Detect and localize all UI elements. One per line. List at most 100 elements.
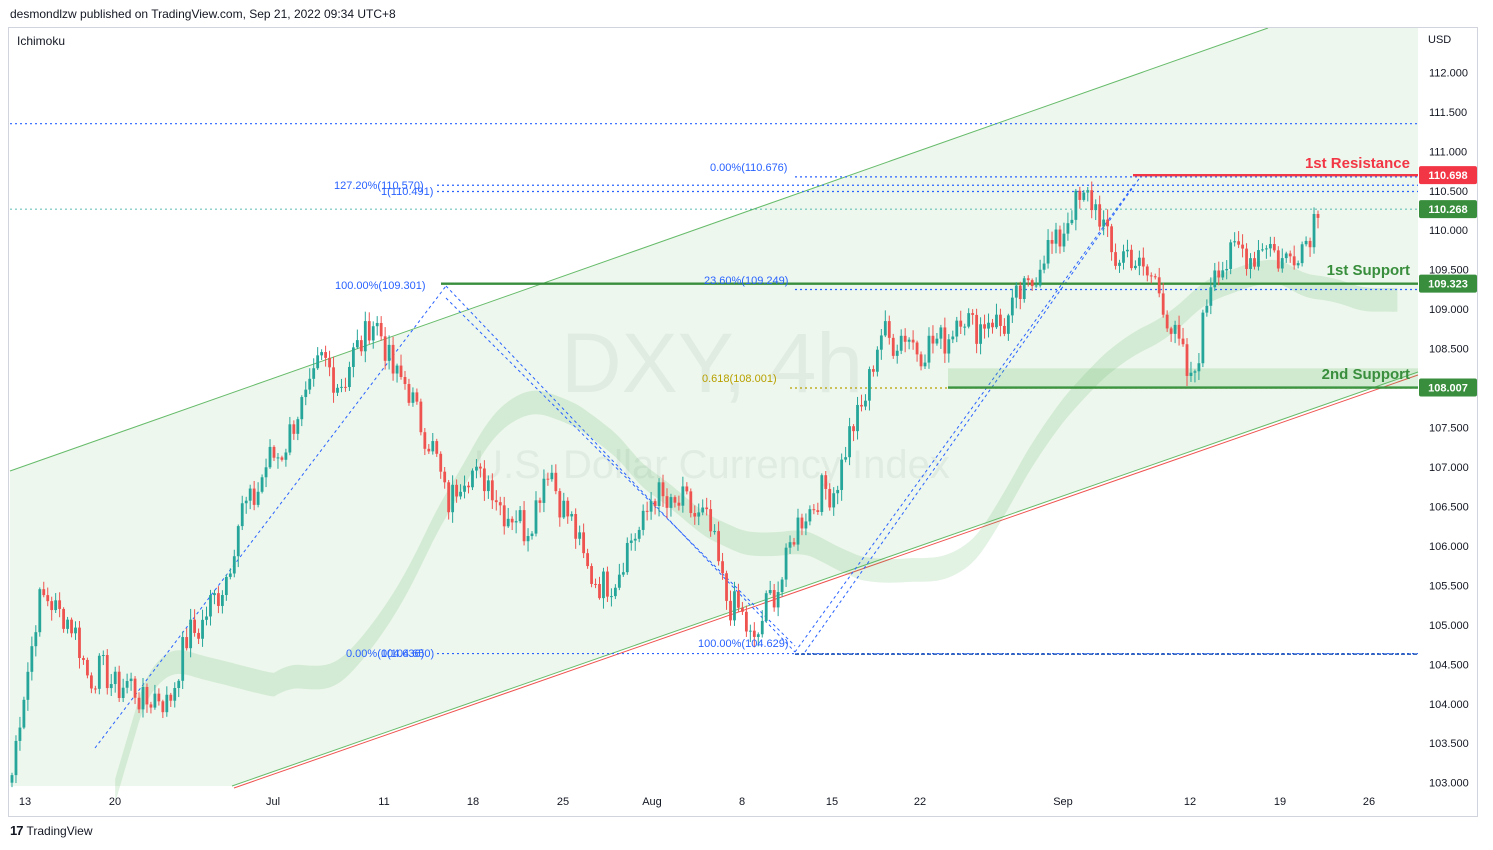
price-badge-label: 108.007 <box>1428 383 1468 395</box>
candle-body <box>633 538 637 541</box>
time-axis[interactable]: 13 20 Jul 11 18 25 Aug 8 15 22 Sep 12 19 26 <box>19 796 1375 808</box>
candle-body <box>82 658 85 660</box>
candle-body <box>979 324 982 344</box>
candle-body <box>97 655 101 689</box>
fib-retrace-leg-2b <box>445 297 796 647</box>
candle-body <box>729 600 732 621</box>
candle-body <box>653 501 657 506</box>
candle-body <box>558 491 562 518</box>
candle-body <box>919 354 923 367</box>
candle-body <box>796 517 800 545</box>
candle-body <box>661 482 665 497</box>
level-name: 1st Resistance <box>1305 155 1410 172</box>
candle-body <box>939 327 943 339</box>
fib-label: 100.00%(109.301) <box>335 280 426 292</box>
candle-body <box>709 509 713 532</box>
candle-body <box>348 366 351 388</box>
level-name: 1st Support <box>1327 262 1410 279</box>
candle-body <box>955 320 959 337</box>
candle-body <box>1292 256 1296 266</box>
candle-body <box>554 472 558 492</box>
candle-body <box>677 502 681 506</box>
candle-body <box>1070 219 1074 224</box>
watermark-symbol: DXY, 4h <box>561 316 863 410</box>
candle-body <box>1249 258 1252 269</box>
candle-body <box>1153 276 1157 278</box>
indicator-label[interactable]: Ichimoku <box>17 34 66 48</box>
candle-body <box>959 320 963 327</box>
candle-body <box>621 572 625 575</box>
x-tick-label: 15 <box>826 796 838 808</box>
candle-body <box>125 681 129 688</box>
candle-body <box>1034 285 1038 287</box>
candle-body <box>693 513 697 517</box>
candle-body <box>1026 278 1030 281</box>
candle-body <box>562 500 566 518</box>
candle-body <box>1006 315 1010 334</box>
candle-body <box>685 486 689 492</box>
candle-body <box>1161 293 1165 315</box>
candle-body <box>943 327 947 354</box>
candle-body <box>121 687 125 699</box>
candle-body <box>185 637 189 649</box>
candle-body <box>272 446 276 458</box>
candle-body <box>38 589 42 633</box>
candle-body <box>899 335 903 351</box>
candle-body <box>733 591 736 621</box>
candle-body <box>883 321 887 336</box>
candle-body <box>1066 223 1070 234</box>
support-2-zone <box>948 368 1418 389</box>
candle-body <box>34 632 38 647</box>
candle-body <box>78 627 81 659</box>
candle-body <box>744 611 748 632</box>
candle-body <box>300 397 304 420</box>
candle-body <box>1090 190 1094 211</box>
candle-body <box>999 314 1002 326</box>
candle-body <box>1217 270 1221 278</box>
candle-body <box>1114 252 1117 266</box>
y-tick-label: 103.000 <box>1429 778 1469 790</box>
candle-body <box>816 510 820 512</box>
price-badge-label: 109.323 <box>1428 279 1468 291</box>
candle-body <box>1233 241 1237 243</box>
candle-body <box>590 566 593 584</box>
candle-body <box>951 336 955 340</box>
candle-body <box>18 727 22 741</box>
trend-channel <box>9 27 1419 789</box>
candle-body <box>332 367 335 393</box>
candle-body <box>788 542 792 548</box>
candle-body <box>737 591 740 608</box>
candle-body <box>117 671 121 699</box>
candle-body <box>1054 229 1058 244</box>
y-tick-label: 112.000 <box>1429 67 1468 79</box>
y-tick-label: 108.500 <box>1429 344 1469 356</box>
candle-body <box>1062 233 1066 247</box>
candle-body <box>395 365 399 374</box>
watermark-name: U.S. Dollar Currency Index <box>474 443 950 487</box>
fib-label: 0.00%(110.676) <box>710 162 787 174</box>
candle-body <box>268 446 272 468</box>
candle-body <box>641 510 645 530</box>
candle-body <box>689 491 693 514</box>
candle-body <box>1130 249 1133 269</box>
candle-body <box>812 509 816 511</box>
candle-body <box>987 322 990 329</box>
candle-body <box>578 532 582 539</box>
candle-body <box>498 502 502 506</box>
candle-body <box>756 634 760 637</box>
candle-body <box>232 556 236 574</box>
candle-body <box>443 471 447 483</box>
candle-body <box>574 514 578 539</box>
candle-body <box>1022 278 1026 300</box>
candle-body <box>836 489 840 494</box>
candle-body <box>1205 305 1209 313</box>
candle-body <box>467 485 470 488</box>
price-badges: 110.698 110.268 109.323 108.007 <box>1419 166 1477 397</box>
channel-lower-line <box>231 371 1419 787</box>
footer: 17 TradingView <box>10 823 93 838</box>
candle-body <box>1042 263 1046 270</box>
candle-body <box>860 404 863 407</box>
candle-body <box>375 322 379 327</box>
candle-body <box>848 426 851 458</box>
